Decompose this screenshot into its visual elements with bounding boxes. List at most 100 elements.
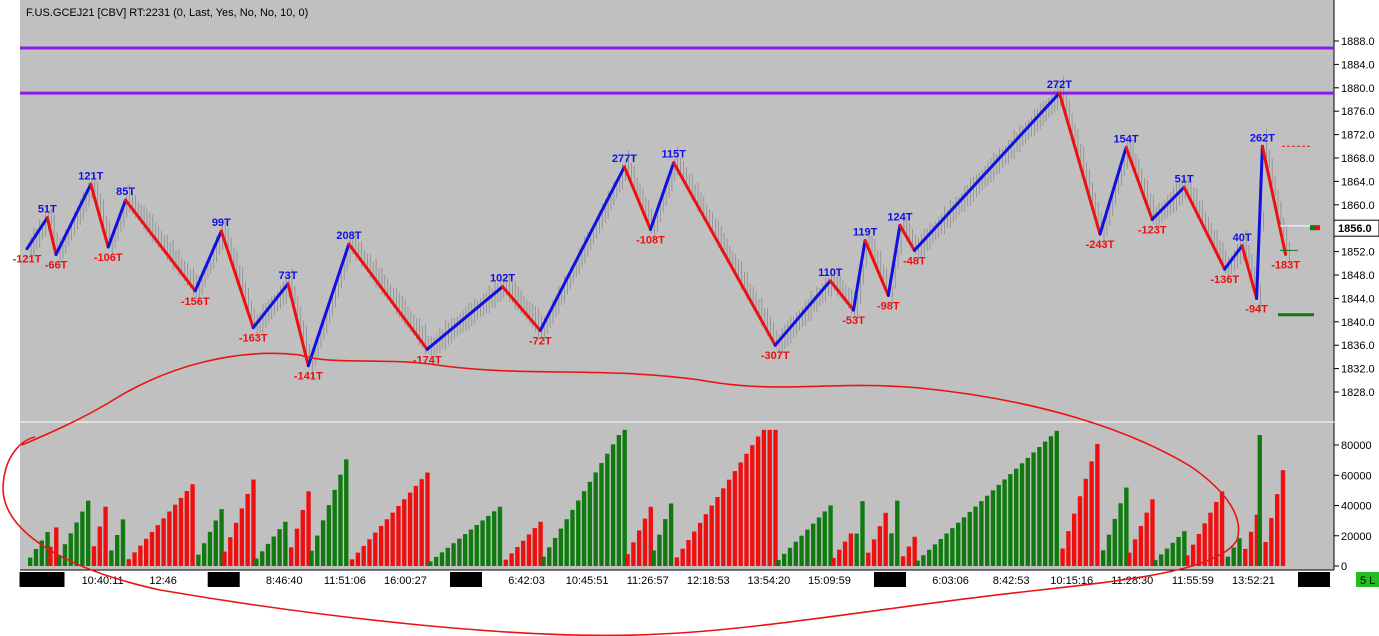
volume-bar: [1095, 443, 1100, 566]
wave-segment: [1124, 145, 1154, 221]
volume-bar: [732, 471, 738, 566]
volume-bar: [1124, 487, 1129, 566]
time-axis-labels: 1-1-26 10:40:11 12:46 1-27 8:46:40 11:51:06 16…: [19, 572, 1330, 587]
time-label: 6:42:03: [508, 575, 545, 587]
volume-bar: [1031, 452, 1036, 566]
volume-bar: [373, 532, 378, 566]
wave-label: -66T: [45, 260, 68, 272]
wave-label: -307T: [761, 350, 790, 362]
volume-bar: [538, 521, 543, 566]
volume-bar: [1014, 468, 1019, 566]
volume-bar: [74, 522, 79, 566]
volume-bar: [294, 528, 300, 566]
volume-bar: [558, 528, 564, 566]
volume-bar: [1025, 457, 1030, 566]
volume-bar: [265, 543, 271, 566]
volume-tick-label: 40000: [1341, 501, 1372, 513]
chart-title: F.US.GCEJ21 [CBV] RT:2231 (0, Last, Yes,…: [26, 7, 308, 19]
wave-label: -72T: [529, 336, 552, 348]
wave-segment: [45, 216, 58, 257]
volume-bar: [1248, 531, 1254, 566]
volume-bar: [222, 551, 227, 566]
volume-bar: [468, 529, 474, 566]
volume-bar: [906, 546, 912, 566]
wave-label: 277T: [612, 153, 637, 165]
volume-bar: [161, 518, 166, 566]
volume-bar: [62, 544, 68, 566]
hand-drawn-annotation-ellipse: [2, 352, 1240, 636]
volume-bar: [355, 552, 361, 566]
volume-bar: [361, 545, 366, 566]
volume-bar: [184, 491, 189, 566]
volume-bar: [854, 533, 859, 566]
corner-badge: 5 L: [1356, 572, 1379, 587]
volume-bar: [277, 529, 282, 566]
volume-bar: [680, 548, 685, 566]
volume-bar: [1280, 470, 1286, 566]
volume-bar: [1127, 552, 1132, 566]
volume-bar: [526, 534, 532, 566]
date-label: 1-31: [1303, 575, 1325, 587]
volume-bar: [848, 533, 854, 566]
volume-bar: [1101, 550, 1106, 566]
volume-bar: [782, 553, 787, 566]
wave-segment: [912, 91, 1061, 252]
volume-bar: [932, 544, 938, 566]
wave-segment: [306, 242, 351, 368]
wave-label: -108T: [636, 234, 665, 246]
volume-bar: [1153, 560, 1158, 566]
volume-bar: [726, 479, 732, 566]
volume-bar: [39, 540, 44, 566]
price-tick-label: 1840.0: [1341, 317, 1375, 329]
volume-bar: [260, 551, 265, 566]
volume-bar: [721, 488, 726, 566]
wave-segment: [1182, 185, 1227, 271]
volume-bar: [950, 528, 955, 566]
resistance-lines: [20, 46, 1334, 95]
wave-label: -243T: [1086, 239, 1115, 251]
time-label: 6:03:06: [932, 575, 969, 587]
time-label: 10:45:51: [566, 575, 609, 587]
volume-bar: [564, 519, 569, 566]
volume-bar: [889, 533, 894, 566]
volume-axis-ticks: 80000 60000 40000 20000 0: [1334, 440, 1372, 573]
wave-segment: [106, 198, 128, 249]
volume-bar: [1019, 463, 1025, 566]
wave-segment: [251, 282, 290, 330]
volume-tick-label: 20000: [1341, 531, 1372, 543]
time-label: 8:42:53: [993, 575, 1030, 587]
volume-bar: [1150, 499, 1155, 566]
date-label: 1-27: [213, 575, 235, 587]
price-tick-label: 1832.0: [1341, 364, 1375, 376]
volume-bar: [709, 505, 714, 566]
volume-bar: [120, 519, 126, 566]
volume-bar: [541, 556, 546, 566]
volume-bar: [300, 509, 305, 566]
price-tick-label: 1888.0: [1341, 36, 1375, 48]
volume-bar: [816, 517, 822, 566]
wave-segment: [124, 198, 197, 293]
volume-bar: [384, 519, 390, 566]
time-label: 12:18:53: [687, 575, 730, 587]
volume-bar: [144, 538, 149, 566]
wave-segment: [219, 229, 255, 330]
volume-bar: [1219, 491, 1225, 566]
volume-bar: [648, 506, 653, 566]
date-badge: [207, 572, 240, 587]
date-label: 1-1-26: [26, 575, 58, 587]
volume-bar: [1269, 518, 1274, 566]
volume-bar: [921, 555, 926, 566]
volume-bar: [1002, 479, 1007, 566]
volume-bar: [390, 512, 395, 566]
volume-bar: [332, 489, 337, 566]
price-flag-green: [1310, 225, 1316, 231]
volume-bar: [86, 500, 91, 566]
corner-badge-text: 5 L: [1360, 575, 1375, 587]
wave-label: -94T: [1245, 303, 1268, 315]
corner-badge-bg: [1356, 572, 1379, 587]
time-label: 8:46:40: [266, 575, 303, 587]
price-axis-background: [1334, 0, 1379, 570]
volume-bar: [1138, 525, 1144, 566]
wave-lines: [25, 91, 1288, 368]
volume-bar: [344, 459, 349, 566]
